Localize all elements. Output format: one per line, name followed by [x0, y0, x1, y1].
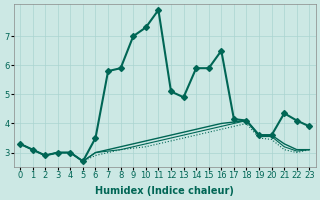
- X-axis label: Humidex (Indice chaleur): Humidex (Indice chaleur): [95, 186, 234, 196]
